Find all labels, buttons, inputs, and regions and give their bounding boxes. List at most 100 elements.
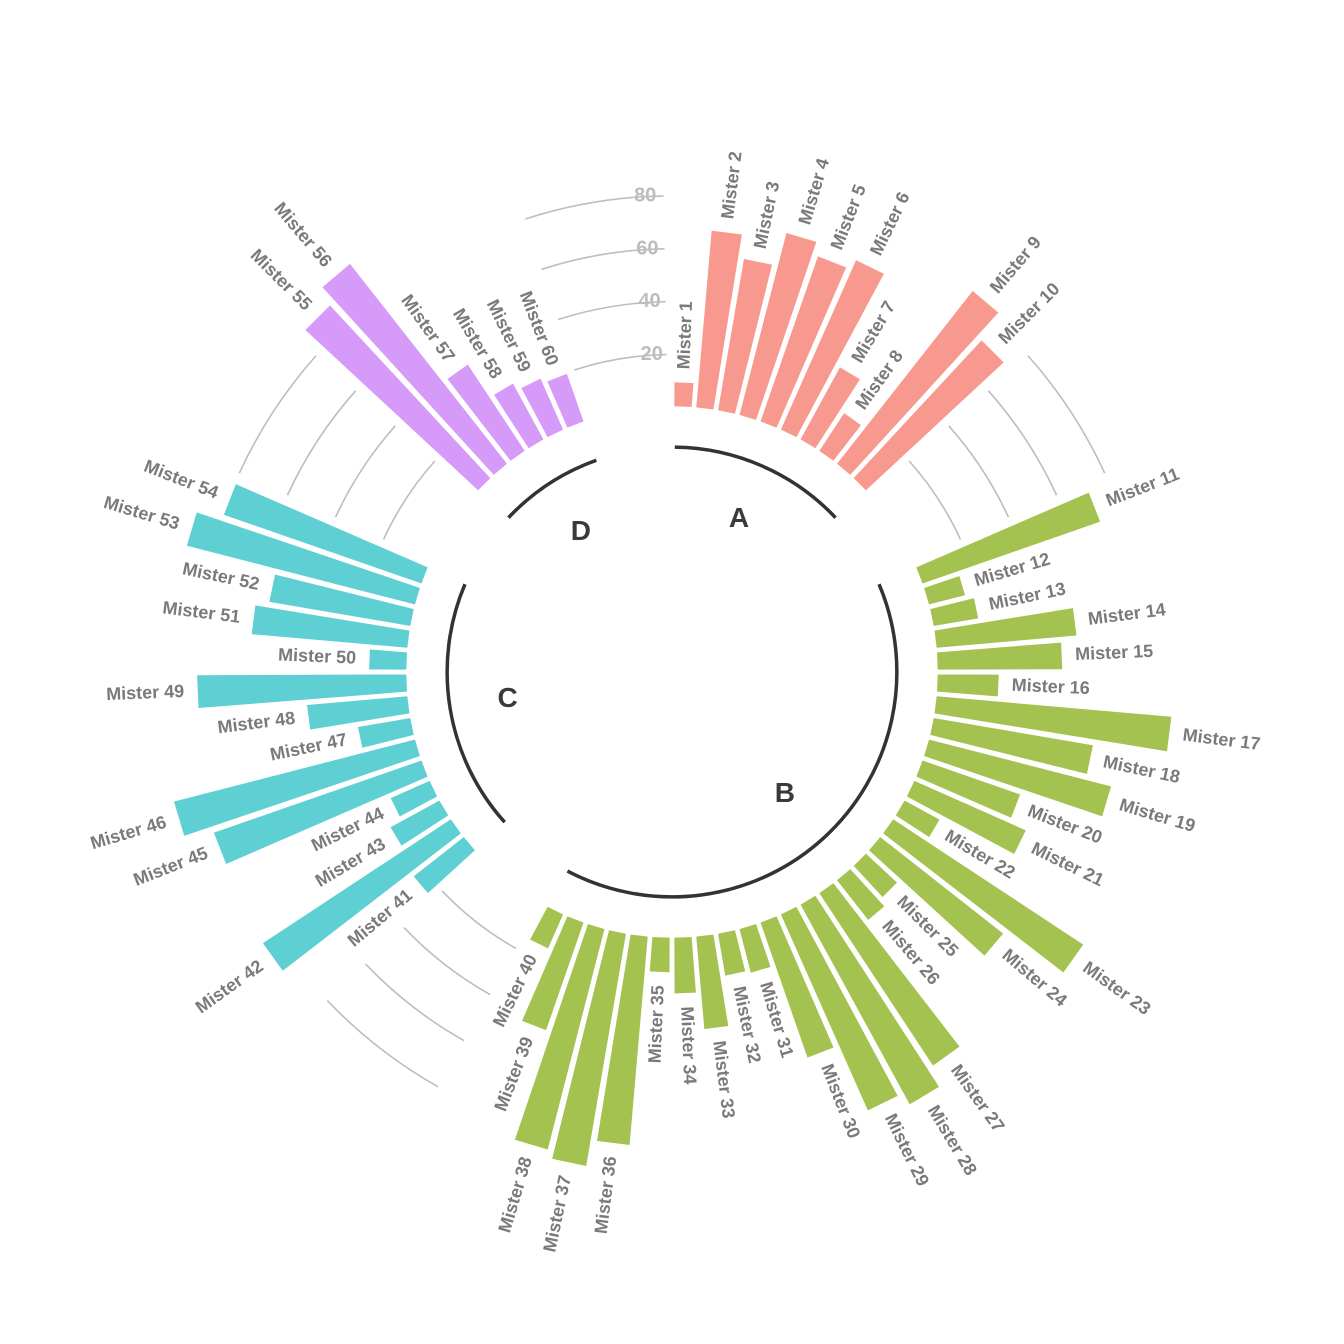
bar-label: Mister 4 (794, 156, 833, 227)
bar-label: Mister 15 (1075, 641, 1154, 664)
bar (170, 736, 423, 840)
bar (366, 646, 410, 673)
bar-label: Mister 34 (677, 1006, 700, 1085)
grid-arc (334, 425, 396, 518)
bar (594, 931, 651, 1148)
grid-arc (238, 355, 317, 474)
tick-label: 60 (636, 237, 658, 259)
bar-label: Mister 16 (1011, 675, 1090, 698)
bar (913, 489, 1104, 587)
group-annotations: A B C D (445, 445, 899, 899)
bar-label: Mister 56 (270, 198, 336, 270)
bar (934, 671, 1002, 700)
tick-label: 40 (638, 290, 660, 312)
bar (777, 903, 902, 1114)
bar (511, 921, 608, 1153)
bar-label: Mister 49 (106, 681, 185, 704)
tick-label: 20 (641, 343, 663, 365)
bar-label: Mister 5 (826, 182, 869, 253)
bar (517, 375, 567, 441)
bar (903, 777, 1030, 858)
bar-label: Mister 48 (216, 708, 296, 738)
bar-label: Mister 29 (881, 1110, 933, 1189)
grid-arc (286, 390, 357, 496)
bar (850, 336, 1008, 494)
bar (757, 913, 837, 1061)
bar-label: Mister 6 (866, 189, 914, 259)
bar (266, 571, 417, 629)
bar (921, 736, 1115, 820)
grid-arc (382, 460, 436, 540)
tick-label: 80 (634, 185, 656, 207)
bar (194, 671, 410, 711)
bar-label: Mister 46 (88, 812, 169, 853)
group-arc (566, 583, 899, 899)
bar (693, 227, 745, 413)
bar (815, 879, 964, 1070)
grid-arc (326, 1000, 439, 1088)
grid-lines (238, 195, 1106, 1088)
bar (797, 892, 943, 1108)
bar-label: Mister 11 (1103, 464, 1182, 511)
bar-label: Mister 35 (645, 985, 668, 1064)
bar-label: Mister 18 (1101, 751, 1181, 787)
bar-label: Mister 1 (673, 301, 696, 370)
bar-label: Mister 27 (947, 1061, 1009, 1136)
bar (865, 833, 1007, 960)
bar-label: Mister 55 (247, 245, 316, 314)
bar (544, 370, 587, 431)
bar-label: Mister 37 (539, 1173, 575, 1253)
bar (210, 757, 431, 868)
bar (715, 255, 776, 417)
bar-label: Mister 36 (591, 1155, 621, 1235)
bar (526, 903, 567, 952)
grid-arc (365, 963, 465, 1042)
bar (927, 715, 1096, 778)
bar (410, 833, 479, 897)
grid-arc (541, 247, 665, 271)
bar (248, 602, 413, 651)
group-arc (445, 583, 506, 824)
bar (549, 927, 629, 1169)
bars (170, 227, 1175, 1169)
bar (443, 361, 529, 465)
group-arc (507, 458, 597, 519)
bar-label: Mister 42 (192, 956, 267, 1018)
bar (259, 815, 465, 975)
bar-label: Mister 51 (162, 597, 242, 627)
group-label: C (497, 682, 517, 713)
bar (892, 797, 944, 841)
bar (833, 287, 1002, 479)
bar-label: Mister 23 (1079, 957, 1154, 1019)
bar (777, 256, 888, 441)
bar (671, 379, 697, 410)
bar (518, 913, 587, 1034)
bar (387, 797, 452, 850)
bar (879, 815, 1087, 977)
tick-labels: 20 40 60 80 (634, 185, 663, 366)
grid-arc (948, 425, 1010, 518)
grid-arc (403, 927, 491, 996)
group-label: D (571, 515, 591, 546)
bar (693, 931, 732, 1032)
bar (797, 363, 864, 452)
group-arc (674, 445, 837, 519)
bar-label: Mister 45 (131, 843, 211, 890)
bar-label: Mister 2 (717, 150, 745, 220)
bar (736, 229, 820, 423)
bar-label: Mister 54 (141, 456, 221, 503)
grid-arc (441, 890, 517, 950)
bar (927, 595, 982, 629)
grid-arc (573, 353, 667, 371)
bar-label: Mister 53 (101, 492, 182, 533)
grid-arc (1027, 355, 1106, 474)
bar-label: Mister 19 (1117, 794, 1198, 835)
bar-label: Mister 3 (750, 180, 784, 251)
bar (355, 715, 417, 751)
grid-arc (557, 300, 666, 321)
bar (490, 380, 547, 452)
bar (646, 934, 673, 975)
bar (833, 865, 888, 924)
bar (815, 409, 865, 465)
